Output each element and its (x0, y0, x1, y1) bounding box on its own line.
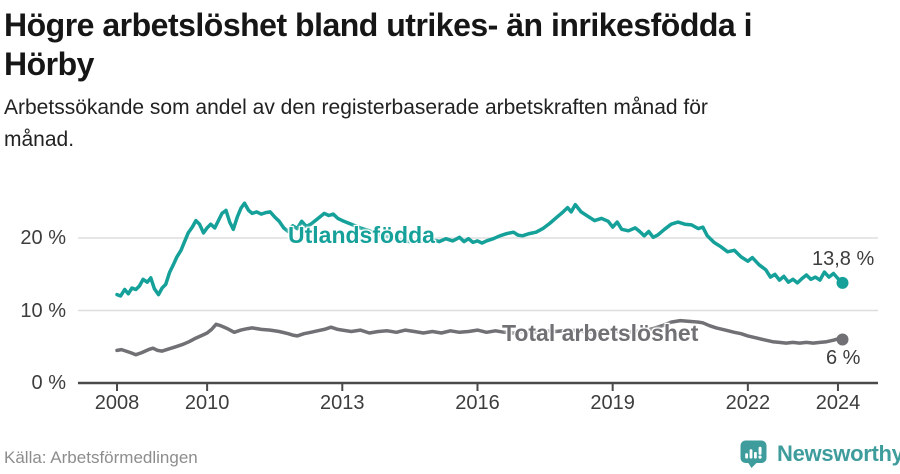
subtitle-line-2: månad. (4, 128, 75, 151)
y-tick-label: 20 % (20, 227, 66, 249)
x-tick-label: 2013 (320, 392, 365, 414)
x-tick-label: 2010 (184, 392, 230, 414)
x-tick-label: 2016 (455, 392, 500, 414)
value-label-utlandsfodda: 13,8 % (812, 248, 875, 270)
title-line-1: Högre arbetslöshet bland utrikes- än inr… (4, 7, 753, 43)
y-tick-label: 0 % (31, 372, 66, 394)
newsworthy-logo: Newsworthy (740, 440, 900, 468)
utlandsfodda-end-dot (836, 276, 849, 289)
utlandsfodda-line (115, 201, 845, 298)
y-tick-label: 10 % (20, 299, 66, 322)
chart-subtitle: Arbetssökande som andel av den registerb… (4, 92, 844, 156)
newsworthy-speech-bubble-bar-chart-icon (740, 440, 767, 468)
title-line-2: Hörby (4, 46, 94, 82)
x-tick-label: 2019 (590, 392, 635, 414)
series-label-total-arbetsloshet: Total arbetslöshet (502, 320, 699, 346)
source-note: Källa: Arbetsförmedlingen (4, 448, 198, 467)
total-arbetsloshet-line (115, 318, 845, 357)
subtitle-line-1: Arbetssökande som andel av den registerb… (4, 96, 708, 119)
page-title: Högre arbetslöshet bland utrikes- än inr… (4, 6, 896, 84)
x-tick-label: 2022 (725, 392, 771, 414)
series-label-utlandsfodda: Utlandsfödda (288, 222, 435, 248)
brand-name: Newsworthy (777, 441, 900, 466)
total-arbetsloshet-end-dot (836, 333, 849, 346)
value-label-total: 6 % (826, 347, 861, 369)
x-tick-label: 2008 (94, 392, 140, 414)
x-tick-label: 2024 (815, 392, 861, 414)
